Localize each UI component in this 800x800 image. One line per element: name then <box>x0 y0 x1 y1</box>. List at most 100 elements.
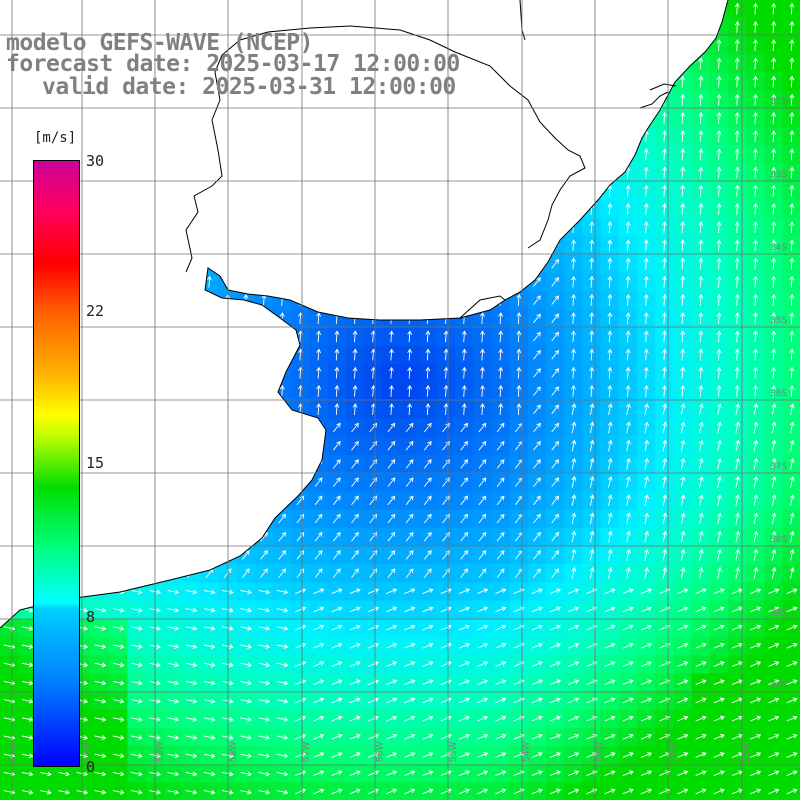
wind-arrow <box>789 348 795 361</box>
wind-arrow <box>332 495 341 506</box>
wind-arrow <box>713 588 725 595</box>
wind-arrow <box>662 239 667 252</box>
wind-arrow <box>203 625 216 631</box>
wind-arrow <box>771 93 777 106</box>
wind-arrow <box>296 568 305 578</box>
wind-arrow <box>644 512 650 525</box>
wind-arrow <box>662 512 668 525</box>
wind-arrow <box>589 403 595 415</box>
wind-arrow <box>789 275 795 288</box>
wind-arrow <box>516 384 522 397</box>
wind-arrow <box>405 422 414 433</box>
wind-arrow <box>568 606 580 613</box>
wind-arrow <box>549 606 562 613</box>
wind-arrow <box>458 588 471 595</box>
wind-arrow <box>498 330 504 343</box>
wind-arrow <box>643 184 649 197</box>
wind-arrow <box>662 421 668 434</box>
wind-arrow <box>607 403 613 415</box>
wind-arrow <box>278 550 287 560</box>
wind-arrow <box>589 239 595 252</box>
wind-arrow <box>644 403 650 415</box>
latitude-label: 39S <box>770 608 787 618</box>
wind-arrow <box>625 366 631 379</box>
wind-arrow <box>112 625 125 631</box>
wind-arrow <box>734 2 740 15</box>
wind-arrow <box>789 384 795 397</box>
wind-arrow <box>716 184 722 197</box>
wind-arrow <box>607 530 613 543</box>
wind-arrow <box>662 202 667 215</box>
wind-arrow <box>407 366 413 379</box>
wind-arrow <box>753 148 758 161</box>
wind-arrow <box>698 366 704 379</box>
wind-arrow <box>423 531 432 542</box>
wind-arrow <box>533 440 541 451</box>
wind-arrow <box>716 202 722 215</box>
wind-arrow <box>405 477 414 487</box>
wind-arrow <box>753 184 758 197</box>
wind-arrow <box>735 494 741 506</box>
wind-arrow <box>753 476 759 488</box>
wind-arrow <box>407 384 413 397</box>
wind-arrow <box>735 421 741 434</box>
wind-cell <box>200 782 219 800</box>
wind-arrow <box>533 368 541 378</box>
wind-arrow <box>351 440 359 451</box>
wind-arrow <box>716 239 722 252</box>
wind-arrow <box>644 494 650 506</box>
wind-arrow <box>698 293 704 306</box>
wind-arrow <box>551 258 560 269</box>
wind-arrow <box>458 606 471 613</box>
wind-arrow <box>551 568 560 578</box>
wind-arrow <box>789 184 795 197</box>
wind-arrow <box>789 366 795 379</box>
wind-arrow <box>716 312 722 325</box>
wind-arrow <box>789 530 795 543</box>
wind-arrow <box>386 624 398 631</box>
wind-arrow <box>789 457 795 470</box>
wind-arrow <box>789 548 795 561</box>
wind-arrow <box>571 548 577 561</box>
wind-arrow <box>698 384 704 397</box>
wind-arrow <box>480 403 485 416</box>
wind-arrow <box>389 403 394 416</box>
longitude-label: 51W <box>742 742 752 762</box>
wind-arrow <box>789 330 795 343</box>
wind-arrow <box>351 422 359 433</box>
wind-arrow <box>131 607 143 613</box>
wind-arrow <box>551 459 560 469</box>
wind-arrow <box>533 277 541 287</box>
wind-arrow <box>625 530 631 543</box>
wind-arrow <box>771 75 777 88</box>
wind-arrow <box>734 130 740 143</box>
wind-arrow <box>625 421 631 434</box>
wind-arrow <box>662 257 667 270</box>
wind-arrow <box>589 384 595 397</box>
wind-arrow <box>680 457 686 470</box>
wind-arrow <box>771 312 777 325</box>
wind-arrow <box>607 421 613 434</box>
wind-arrow <box>498 348 504 361</box>
wind-arrow <box>643 312 649 325</box>
wind-arrow <box>316 366 322 379</box>
wind-arrow <box>789 2 795 15</box>
wind-arrow <box>771 293 777 306</box>
wind-cell <box>163 782 183 800</box>
wind-cell <box>18 782 37 800</box>
wind-arrow <box>332 531 341 542</box>
wind-arrow <box>734 39 740 52</box>
wind-arrow <box>771 202 777 215</box>
wind-arrow <box>662 166 667 179</box>
latitude-label: 36S <box>770 389 787 399</box>
wind-arrow <box>716 148 722 161</box>
wind-arrow <box>498 366 504 379</box>
wind-arrow <box>480 348 485 361</box>
wind-arrow <box>786 606 798 613</box>
wind-arrow <box>607 384 613 397</box>
wind-arrow <box>332 422 341 433</box>
wind-arrow <box>698 148 704 161</box>
wind-arrow <box>571 476 577 488</box>
wind-arrow <box>461 348 467 361</box>
wind-arrow <box>698 567 704 579</box>
